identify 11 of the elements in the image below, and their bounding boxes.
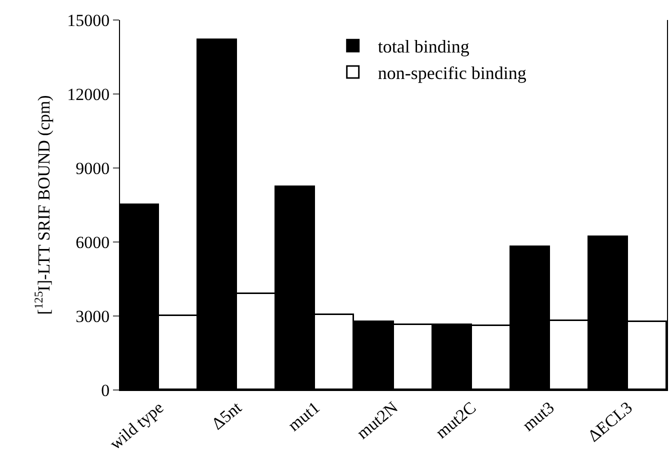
- legend-label: total binding: [378, 36, 470, 57]
- y-tick-label: 15000: [67, 10, 110, 30]
- y-tick-label: 0: [101, 380, 110, 400]
- x-tick-label: mut1: [284, 398, 324, 435]
- x-tick-label: Δ5nt: [208, 398, 246, 434]
- y-tick-label: 9000: [76, 158, 110, 178]
- y-tick-label: 12000: [67, 84, 110, 104]
- legend-label: non-specific binding: [378, 63, 526, 84]
- y-tick-label: 3000: [76, 306, 110, 326]
- y-tick-label: 6000: [76, 232, 110, 252]
- x-tick-label: wild type: [106, 398, 168, 454]
